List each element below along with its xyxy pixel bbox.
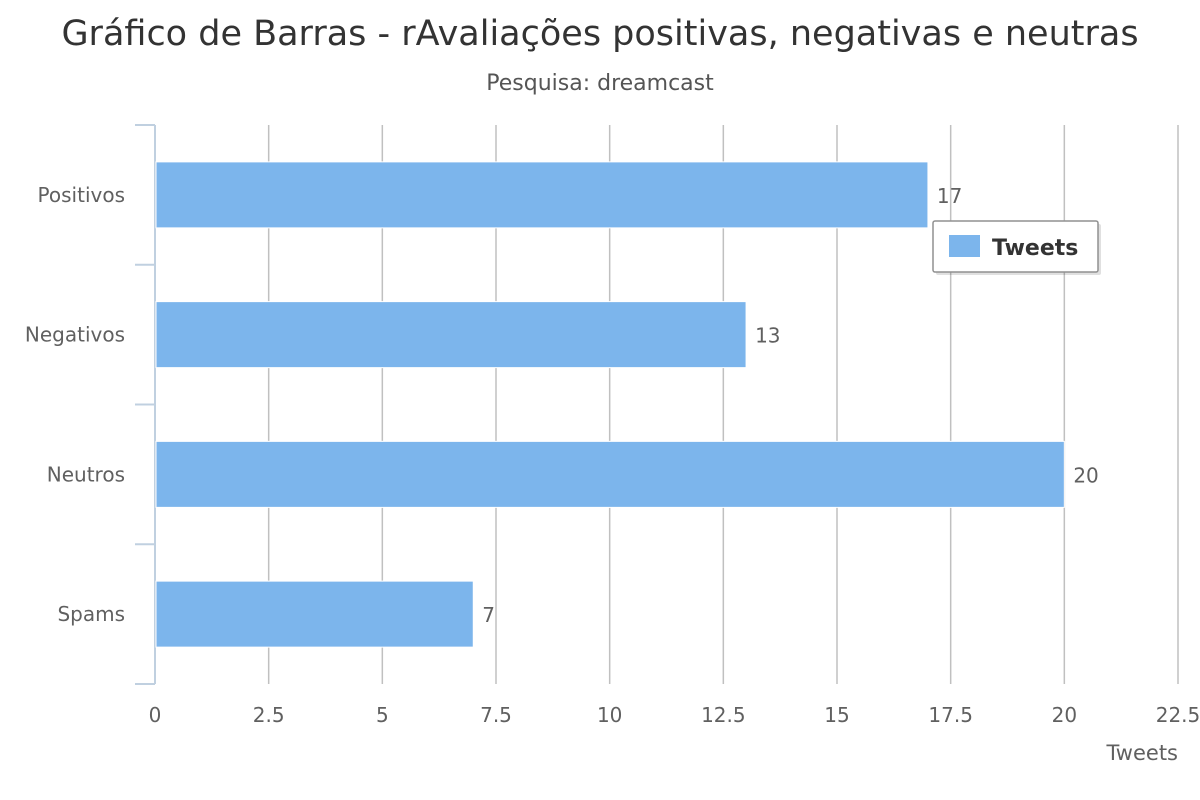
- category-label: Spams: [57, 602, 125, 626]
- chart-subtitle: Pesquisa: dreamcast: [486, 71, 714, 96]
- legend: Tweets: [932, 220, 1101, 275]
- legend-box: [932, 220, 1099, 273]
- legend-swatch: [949, 235, 980, 257]
- bar: [155, 301, 747, 369]
- data-label: 13: [755, 324, 780, 348]
- data-label: 17: [937, 184, 962, 208]
- x-tick-label: 2.5: [253, 703, 285, 727]
- data-label: 20: [1073, 463, 1098, 487]
- x-tick-label: 5: [376, 703, 389, 727]
- data-label: 7: [482, 603, 495, 627]
- x-tick-label: 17.5: [928, 703, 973, 727]
- bar: [155, 580, 474, 648]
- category-label: Positivos: [38, 183, 125, 207]
- legend-label: Tweets: [992, 236, 1078, 261]
- x-tick-label: 22.5: [1156, 703, 1200, 727]
- bars: [155, 161, 1065, 648]
- x-tick-label: 7.5: [480, 703, 512, 727]
- bar: [155, 161, 929, 229]
- chart-title: Gráfico de Barras - rAvaliações positiva…: [61, 14, 1139, 54]
- x-axis-title: Tweets: [1105, 741, 1178, 765]
- x-tick-label: 10: [597, 703, 622, 727]
- x-tick-label: 0: [149, 703, 162, 727]
- category-label: Negativos: [25, 323, 125, 347]
- labels: 0 2.5 5 7.5 10 12.5 15 17.5 20 22.5 Positivos 17 Neg…: [25, 183, 1200, 765]
- x-tick-label: 20: [1052, 703, 1077, 727]
- category-label: Neutros: [47, 462, 125, 486]
- x-tick-label: 15: [824, 703, 849, 727]
- x-tick-label: 12.5: [701, 703, 746, 727]
- axes: [135, 124, 156, 685]
- bar: [155, 440, 1065, 508]
